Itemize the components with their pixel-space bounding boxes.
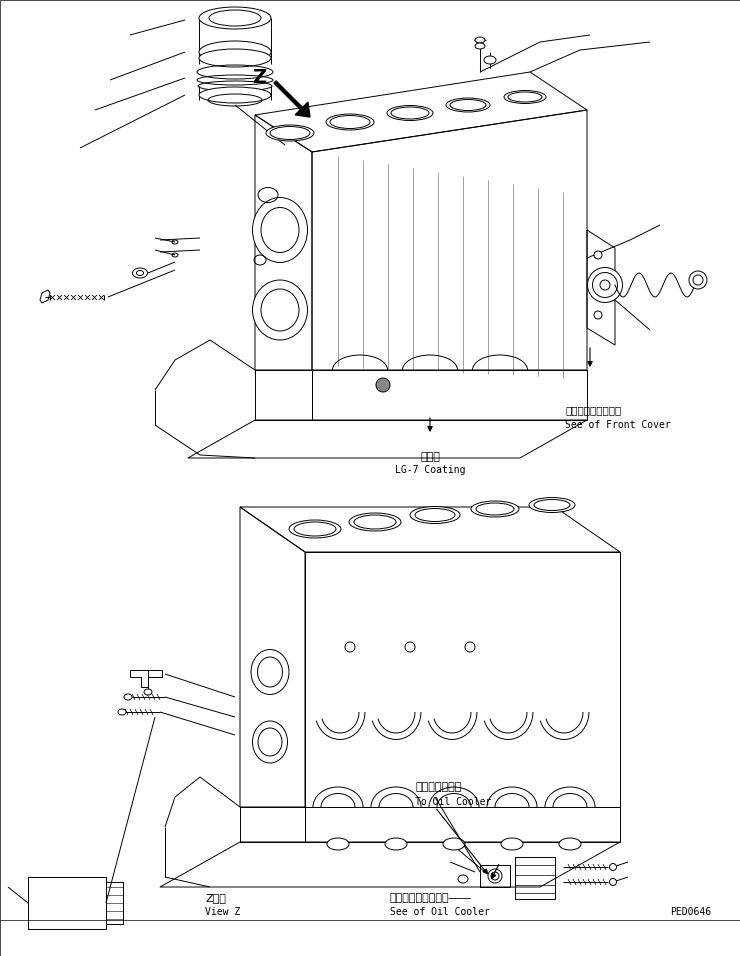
Ellipse shape [484, 56, 496, 64]
FancyArrow shape [274, 81, 310, 117]
Ellipse shape [588, 268, 622, 302]
Text: フロントカバー参照: フロントカバー参照 [565, 405, 622, 415]
Text: View Z: View Z [205, 907, 240, 917]
Ellipse shape [405, 642, 415, 652]
Ellipse shape [199, 7, 271, 29]
Ellipse shape [610, 863, 616, 871]
Ellipse shape [475, 43, 485, 49]
Ellipse shape [504, 91, 546, 103]
Ellipse shape [458, 875, 468, 883]
Text: To Oil Cooler: To Oil Cooler [415, 797, 491, 807]
Ellipse shape [118, 709, 126, 715]
Ellipse shape [326, 114, 374, 130]
Ellipse shape [376, 378, 390, 392]
Ellipse shape [471, 501, 519, 517]
Ellipse shape [252, 721, 288, 763]
Ellipse shape [594, 311, 602, 319]
Text: Z　視: Z 視 [205, 893, 226, 903]
Text: オイルクーラヘ: オイルクーラヘ [415, 782, 461, 792]
Ellipse shape [446, 98, 490, 112]
Ellipse shape [327, 838, 349, 850]
Text: 塗　布: 塗 布 [420, 452, 440, 462]
Ellipse shape [124, 694, 132, 700]
Ellipse shape [594, 251, 602, 259]
Ellipse shape [465, 642, 475, 652]
Ellipse shape [345, 642, 355, 652]
Ellipse shape [251, 649, 289, 694]
Text: See of Front Cover: See of Front Cover [565, 420, 670, 430]
Ellipse shape [501, 838, 523, 850]
Ellipse shape [252, 280, 308, 340]
Ellipse shape [289, 520, 341, 538]
Ellipse shape [488, 869, 502, 883]
Text: LG-7 Coating: LG-7 Coating [394, 465, 465, 475]
Ellipse shape [385, 838, 407, 850]
Ellipse shape [252, 198, 308, 263]
Ellipse shape [199, 49, 271, 67]
Ellipse shape [610, 879, 616, 885]
Ellipse shape [410, 507, 460, 524]
Ellipse shape [443, 838, 465, 850]
Ellipse shape [689, 271, 707, 289]
Ellipse shape [199, 41, 271, 63]
Text: Z: Z [252, 68, 266, 87]
Text: PED0646: PED0646 [670, 907, 711, 917]
Ellipse shape [132, 268, 147, 278]
Text: オイルクーラ参照　――: オイルクーラ参照 ―― [390, 893, 472, 903]
Ellipse shape [349, 513, 401, 531]
Text: See of Oil Cooler: See of Oil Cooler [390, 907, 490, 917]
Ellipse shape [475, 37, 485, 43]
Ellipse shape [387, 105, 433, 120]
Ellipse shape [199, 87, 271, 103]
Ellipse shape [144, 689, 152, 695]
Ellipse shape [559, 838, 581, 850]
Ellipse shape [266, 125, 314, 141]
Ellipse shape [529, 497, 575, 512]
